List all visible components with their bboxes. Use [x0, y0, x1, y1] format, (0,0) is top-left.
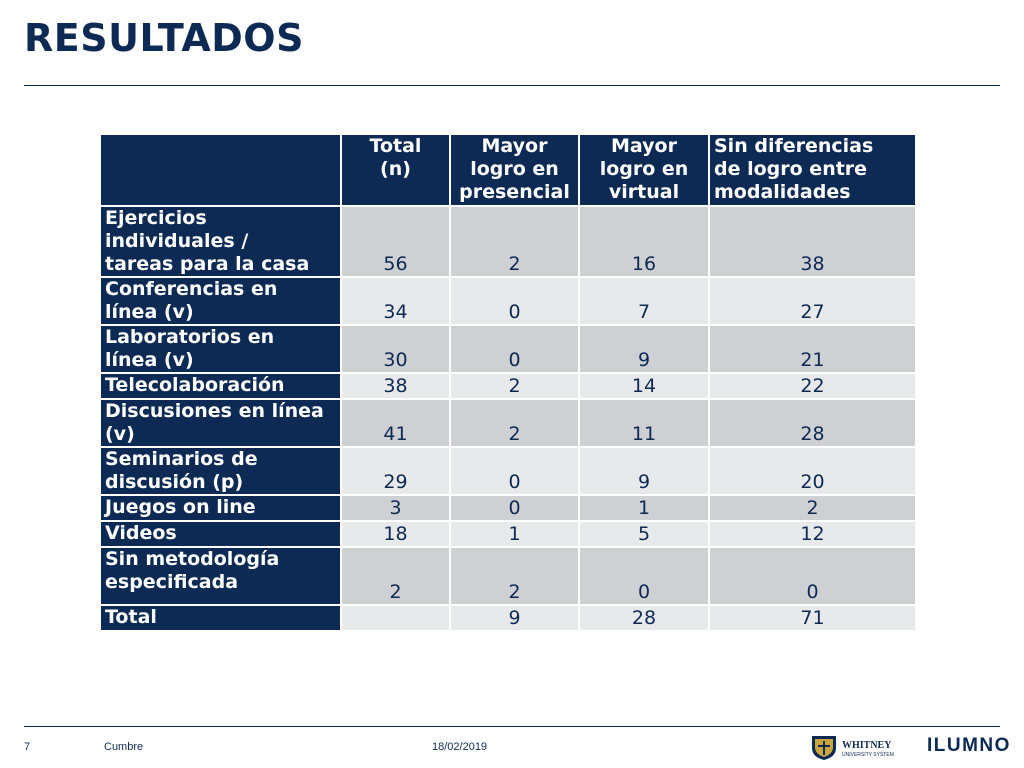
row-label: Total	[99, 604, 342, 632]
row-label: Telecolaboración	[99, 372, 342, 400]
table-cell: 0	[449, 446, 580, 496]
footer-presenter: Cumbre	[104, 741, 144, 753]
table-cell: 3	[340, 494, 451, 522]
table-cell: 12	[708, 520, 917, 548]
row-label: Seminarios de discusión (p)	[99, 446, 342, 496]
table-row: Videos 18 1 5 12	[99, 520, 917, 548]
table-cell: 16	[578, 205, 710, 278]
table-cell: 9	[449, 604, 580, 632]
whitney-logo: WHITNEY UNIVERSITY SYSTEM	[812, 736, 894, 760]
whitney-logo-text: WHITNEY	[842, 740, 892, 751]
table-cell: 29	[340, 446, 451, 496]
table-cell: 1	[578, 494, 710, 522]
header-cell-presencial: Mayor logro en presencial	[449, 133, 580, 207]
table-row: Sin metodología especificada 2 2 0 0	[99, 546, 917, 606]
table-cell: 56	[340, 205, 451, 278]
table-cell: 0	[708, 546, 917, 606]
header-cell-blank	[99, 133, 342, 207]
table-row: Juegos on line 3 0 1 2	[99, 494, 917, 522]
results-table: Total (n) Mayor logro en presencial Mayor lo…	[99, 133, 917, 632]
row-label: Juegos on line	[99, 494, 342, 522]
page-number: 7	[24, 741, 31, 753]
table-cell: 2	[340, 546, 451, 606]
table-cell: 71	[708, 604, 917, 632]
table-header-row: Total (n) Mayor logro en presencial Mayor lo…	[99, 133, 917, 207]
table-row: Seminarios de discusión (p) 29 0 9 20	[99, 446, 917, 496]
title-divider	[24, 85, 1000, 86]
table-cell: 0	[449, 276, 580, 326]
table-cell	[340, 604, 451, 632]
table-cell: 41	[340, 398, 451, 448]
table-cell: 9	[578, 446, 710, 496]
row-label: Videos	[99, 520, 342, 548]
row-label: Laboratorios en línea (v)	[99, 324, 342, 374]
table-cell: 38	[340, 372, 451, 400]
footer-date: 18/02/2019	[432, 741, 488, 753]
table-cell: 9	[578, 324, 710, 374]
header-cell-virtual: Mayor logro en virtual	[578, 133, 710, 207]
row-label: Ejercicios individuales / tareas para la c…	[99, 205, 342, 278]
table-cell: 30	[340, 324, 451, 374]
footer-divider	[24, 726, 1000, 727]
header-cell-sin-diferencias: Sin diferencias de logro entre modalidades	[708, 133, 917, 207]
table-cell: 2	[449, 205, 580, 278]
table-cell: 28	[578, 604, 710, 632]
table-cell: 18	[340, 520, 451, 548]
ilumno-logo: ILUMNO	[927, 735, 1011, 756]
whitney-logo-subtext: UNIVERSITY SYSTEM	[842, 752, 894, 758]
table-cell: 0	[578, 546, 710, 606]
table-cell: 2	[449, 398, 580, 448]
row-label: Sin metodología especificada	[99, 546, 342, 606]
header-cell-total: Total (n)	[340, 133, 451, 207]
table-cell: 21	[708, 324, 917, 374]
table-cell: 2	[449, 372, 580, 400]
table-cell: 38	[708, 205, 917, 278]
table-cell: 0	[449, 494, 580, 522]
table-cell: 7	[578, 276, 710, 326]
table-cell: 34	[340, 276, 451, 326]
table-cell: 2	[708, 494, 917, 522]
table-row: Discusiones en línea (v) 41 2 11 28	[99, 398, 917, 448]
table-cell: 27	[708, 276, 917, 326]
table-row: Telecolaboración 38 2 14 22	[99, 372, 917, 400]
row-label: Discusiones en línea (v)	[99, 398, 342, 448]
table-cell: 2	[449, 546, 580, 606]
table-row: Ejercicios individuales / tareas para la c…	[99, 205, 917, 278]
table-row: Laboratorios en línea (v) 30 0 9 21	[99, 324, 917, 374]
table-cell: 22	[708, 372, 917, 400]
table-cell: 14	[578, 372, 710, 400]
table-cell: 11	[578, 398, 710, 448]
table-body: Ejercicios individuales / tareas para la c…	[99, 205, 917, 632]
table-row: Conferencias en línea (v) 34 0 7 27	[99, 276, 917, 326]
table-cell: 20	[708, 446, 917, 496]
table-cell: 0	[449, 324, 580, 374]
table-cell: 1	[449, 520, 580, 548]
table-cell: 5	[578, 520, 710, 548]
table-row: Total 9 28 71	[99, 604, 917, 632]
slide-title: RESULTADOS	[24, 16, 304, 60]
row-label: Conferencias en línea (v)	[99, 276, 342, 326]
table-cell: 28	[708, 398, 917, 448]
